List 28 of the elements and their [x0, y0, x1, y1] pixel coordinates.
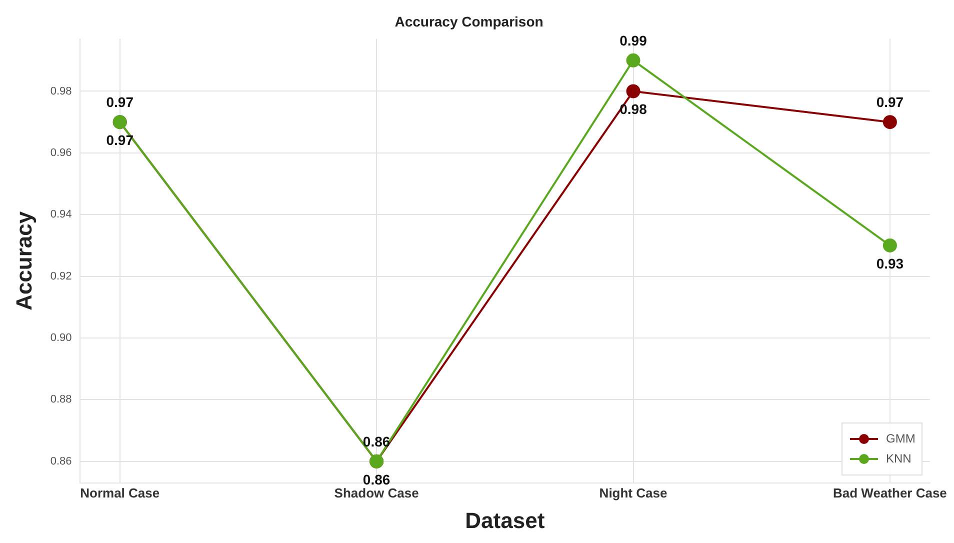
- y-tick-label: 0.92: [50, 270, 72, 282]
- y-axis-title: Accuracy: [11, 210, 36, 310]
- data-label: 0.97: [876, 94, 904, 110]
- x-tick-label: Bad Weather Case: [832, 485, 947, 500]
- x-tick-label: Normal Case: [80, 485, 160, 500]
- data-label: 0.99: [620, 32, 648, 48]
- legend-label: GMM: [886, 431, 916, 446]
- x-tick-label: Night Case: [599, 485, 668, 500]
- x-tick-label: Shadow Case: [334, 485, 419, 500]
- data-label: 0.86: [362, 471, 390, 488]
- y-tick-label: 0.96: [50, 146, 72, 159]
- data-label: 0.98: [620, 101, 648, 118]
- x-axis-title: Dataset: [465, 508, 546, 533]
- point: [882, 115, 897, 130]
- legend-label: KNN: [886, 451, 912, 466]
- y-tick-label: 0.98: [50, 85, 72, 98]
- data-label: 0.86: [362, 433, 390, 450]
- point: [882, 238, 897, 252]
- y-tick-label: 0.86: [50, 455, 72, 468]
- point: [626, 53, 640, 68]
- chart-title: Accuracy Comparison: [394, 13, 544, 30]
- point: [626, 84, 640, 98]
- y-tick-label: 0.94: [50, 208, 72, 221]
- y-tick-label: 0.90: [50, 332, 72, 344]
- y-tick-label: 0.88: [50, 394, 72, 406]
- data-label: 0.97: [106, 94, 134, 110]
- data-label: 0.93: [876, 255, 904, 272]
- data-label: 0.97: [106, 132, 134, 148]
